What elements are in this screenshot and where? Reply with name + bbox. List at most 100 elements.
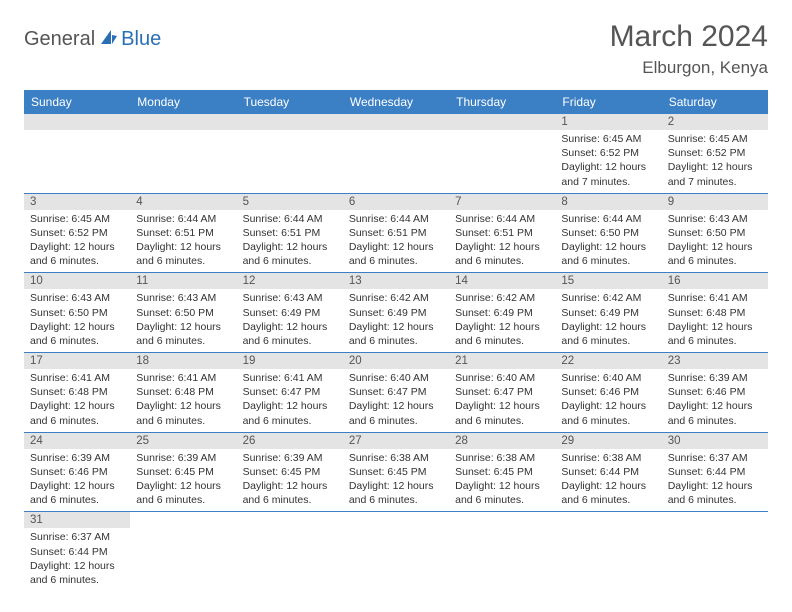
sunset-line: Sunset: 6:50 PM xyxy=(136,306,230,320)
daylight-line: Daylight: 12 hours and 6 minutes. xyxy=(136,479,230,507)
day-number: 19 xyxy=(237,353,343,369)
calendar-day-cell: 28Sunrise: 6:38 AMSunset: 6:45 PMDayligh… xyxy=(449,432,555,512)
day-number: 23 xyxy=(662,353,768,369)
sunset-line: Sunset: 6:50 PM xyxy=(561,226,655,240)
daylight-line: Daylight: 12 hours and 6 minutes. xyxy=(561,399,655,427)
sunset-line: Sunset: 6:47 PM xyxy=(243,385,337,399)
day-content: Sunrise: 6:37 AMSunset: 6:44 PMDaylight:… xyxy=(24,528,130,591)
sunset-line: Sunset: 6:48 PM xyxy=(668,306,762,320)
sunset-line: Sunset: 6:45 PM xyxy=(455,465,549,479)
brand-text-blue: Blue xyxy=(121,28,161,51)
sunset-line: Sunset: 6:44 PM xyxy=(561,465,655,479)
day-number-empty xyxy=(24,114,130,130)
daylight-line: Daylight: 12 hours and 6 minutes. xyxy=(668,399,762,427)
sunrise-line: Sunrise: 6:39 AM xyxy=(668,371,762,385)
sunrise-line: Sunrise: 6:38 AM xyxy=(349,451,443,465)
calendar-week-row: 10Sunrise: 6:43 AMSunset: 6:50 PMDayligh… xyxy=(24,273,768,353)
calendar-day-cell: 23Sunrise: 6:39 AMSunset: 6:46 PMDayligh… xyxy=(662,353,768,433)
day-number: 30 xyxy=(662,433,768,449)
day-content: Sunrise: 6:41 AMSunset: 6:48 PMDaylight:… xyxy=(662,289,768,352)
day-number: 27 xyxy=(343,433,449,449)
calendar-week-row: 24Sunrise: 6:39 AMSunset: 6:46 PMDayligh… xyxy=(24,432,768,512)
sunrise-line: Sunrise: 6:37 AM xyxy=(30,530,124,544)
sunset-line: Sunset: 6:52 PM xyxy=(561,146,655,160)
day-content: Sunrise: 6:39 AMSunset: 6:46 PMDaylight:… xyxy=(662,369,768,432)
day-number: 15 xyxy=(555,273,661,289)
daylight-line: Daylight: 12 hours and 6 minutes. xyxy=(30,399,124,427)
weekday-header: Wednesday xyxy=(343,90,449,114)
daylight-line: Daylight: 12 hours and 7 minutes. xyxy=(561,160,655,188)
day-number: 22 xyxy=(555,353,661,369)
calendar-day-cell xyxy=(237,114,343,193)
daylight-line: Daylight: 12 hours and 6 minutes. xyxy=(243,320,337,348)
day-number: 20 xyxy=(343,353,449,369)
weekday-header-row: Sunday Monday Tuesday Wednesday Thursday… xyxy=(24,90,768,114)
calendar-week-row: 17Sunrise: 6:41 AMSunset: 6:48 PMDayligh… xyxy=(24,353,768,433)
calendar-day-cell: 24Sunrise: 6:39 AMSunset: 6:46 PMDayligh… xyxy=(24,432,130,512)
sunrise-line: Sunrise: 6:43 AM xyxy=(243,291,337,305)
daylight-line: Daylight: 12 hours and 6 minutes. xyxy=(455,399,549,427)
day-number: 5 xyxy=(237,194,343,210)
calendar-day-cell: 12Sunrise: 6:43 AMSunset: 6:49 PMDayligh… xyxy=(237,273,343,353)
calendar-day-cell: 16Sunrise: 6:41 AMSunset: 6:48 PMDayligh… xyxy=(662,273,768,353)
calendar-day-cell: 14Sunrise: 6:42 AMSunset: 6:49 PMDayligh… xyxy=(449,273,555,353)
calendar-day-cell: 3Sunrise: 6:45 AMSunset: 6:52 PMDaylight… xyxy=(24,193,130,273)
day-number: 1 xyxy=(555,114,661,130)
daylight-line: Daylight: 12 hours and 6 minutes. xyxy=(136,240,230,268)
day-number: 10 xyxy=(24,273,130,289)
weekday-header: Friday xyxy=(555,90,661,114)
sunrise-line: Sunrise: 6:45 AM xyxy=(561,132,655,146)
calendar-day-cell xyxy=(555,512,661,591)
sunset-line: Sunset: 6:45 PM xyxy=(136,465,230,479)
brand-text-general: General xyxy=(24,28,95,51)
day-content: Sunrise: 6:43 AMSunset: 6:50 PMDaylight:… xyxy=(662,210,768,273)
sunset-line: Sunset: 6:47 PM xyxy=(349,385,443,399)
sunset-line: Sunset: 6:44 PM xyxy=(668,465,762,479)
daylight-line: Daylight: 12 hours and 6 minutes. xyxy=(668,479,762,507)
sunrise-line: Sunrise: 6:41 AM xyxy=(243,371,337,385)
day-content: Sunrise: 6:42 AMSunset: 6:49 PMDaylight:… xyxy=(555,289,661,352)
sunrise-line: Sunrise: 6:40 AM xyxy=(561,371,655,385)
calendar-day-cell: 4Sunrise: 6:44 AMSunset: 6:51 PMDaylight… xyxy=(130,193,236,273)
calendar-day-cell xyxy=(237,512,343,591)
sunset-line: Sunset: 6:45 PM xyxy=(349,465,443,479)
sunset-line: Sunset: 6:49 PM xyxy=(349,306,443,320)
day-content: Sunrise: 6:44 AMSunset: 6:50 PMDaylight:… xyxy=(555,210,661,273)
day-content: Sunrise: 6:43 AMSunset: 6:50 PMDaylight:… xyxy=(24,289,130,352)
calendar-day-cell xyxy=(343,512,449,591)
daylight-line: Daylight: 12 hours and 6 minutes. xyxy=(455,320,549,348)
sunset-line: Sunset: 6:48 PM xyxy=(136,385,230,399)
calendar-day-cell: 18Sunrise: 6:41 AMSunset: 6:48 PMDayligh… xyxy=(130,353,236,433)
day-content: Sunrise: 6:38 AMSunset: 6:44 PMDaylight:… xyxy=(555,449,661,512)
title-block: March 2024 Elburgon, Kenya xyxy=(610,20,768,78)
day-content: Sunrise: 6:41 AMSunset: 6:47 PMDaylight:… xyxy=(237,369,343,432)
calendar-week-row: 3Sunrise: 6:45 AMSunset: 6:52 PMDaylight… xyxy=(24,193,768,273)
daylight-line: Daylight: 12 hours and 7 minutes. xyxy=(668,160,762,188)
day-number-empty xyxy=(237,114,343,130)
sunset-line: Sunset: 6:49 PM xyxy=(561,306,655,320)
day-content: Sunrise: 6:37 AMSunset: 6:44 PMDaylight:… xyxy=(662,449,768,512)
day-number: 9 xyxy=(662,194,768,210)
day-content: Sunrise: 6:43 AMSunset: 6:50 PMDaylight:… xyxy=(130,289,236,352)
weekday-header: Saturday xyxy=(662,90,768,114)
daylight-line: Daylight: 12 hours and 6 minutes. xyxy=(349,479,443,507)
calendar-day-cell: 17Sunrise: 6:41 AMSunset: 6:48 PMDayligh… xyxy=(24,353,130,433)
sunrise-line: Sunrise: 6:44 AM xyxy=(243,212,337,226)
day-number: 16 xyxy=(662,273,768,289)
day-number-empty xyxy=(449,114,555,130)
header: General Blue March 2024 Elburgon, Kenya xyxy=(24,20,768,78)
calendar-day-cell: 13Sunrise: 6:42 AMSunset: 6:49 PMDayligh… xyxy=(343,273,449,353)
calendar-table: Sunday Monday Tuesday Wednesday Thursday… xyxy=(24,90,768,591)
day-content: Sunrise: 6:40 AMSunset: 6:47 PMDaylight:… xyxy=(343,369,449,432)
sunset-line: Sunset: 6:50 PM xyxy=(668,226,762,240)
day-content: Sunrise: 6:44 AMSunset: 6:51 PMDaylight:… xyxy=(130,210,236,273)
day-number: 31 xyxy=(24,512,130,528)
sunrise-line: Sunrise: 6:44 AM xyxy=(349,212,443,226)
daylight-line: Daylight: 12 hours and 6 minutes. xyxy=(243,479,337,507)
calendar-day-cell xyxy=(130,114,236,193)
daylight-line: Daylight: 12 hours and 6 minutes. xyxy=(349,399,443,427)
day-number: 11 xyxy=(130,273,236,289)
daylight-line: Daylight: 12 hours and 6 minutes. xyxy=(30,320,124,348)
day-content: Sunrise: 6:39 AMSunset: 6:45 PMDaylight:… xyxy=(237,449,343,512)
day-number: 4 xyxy=(130,194,236,210)
